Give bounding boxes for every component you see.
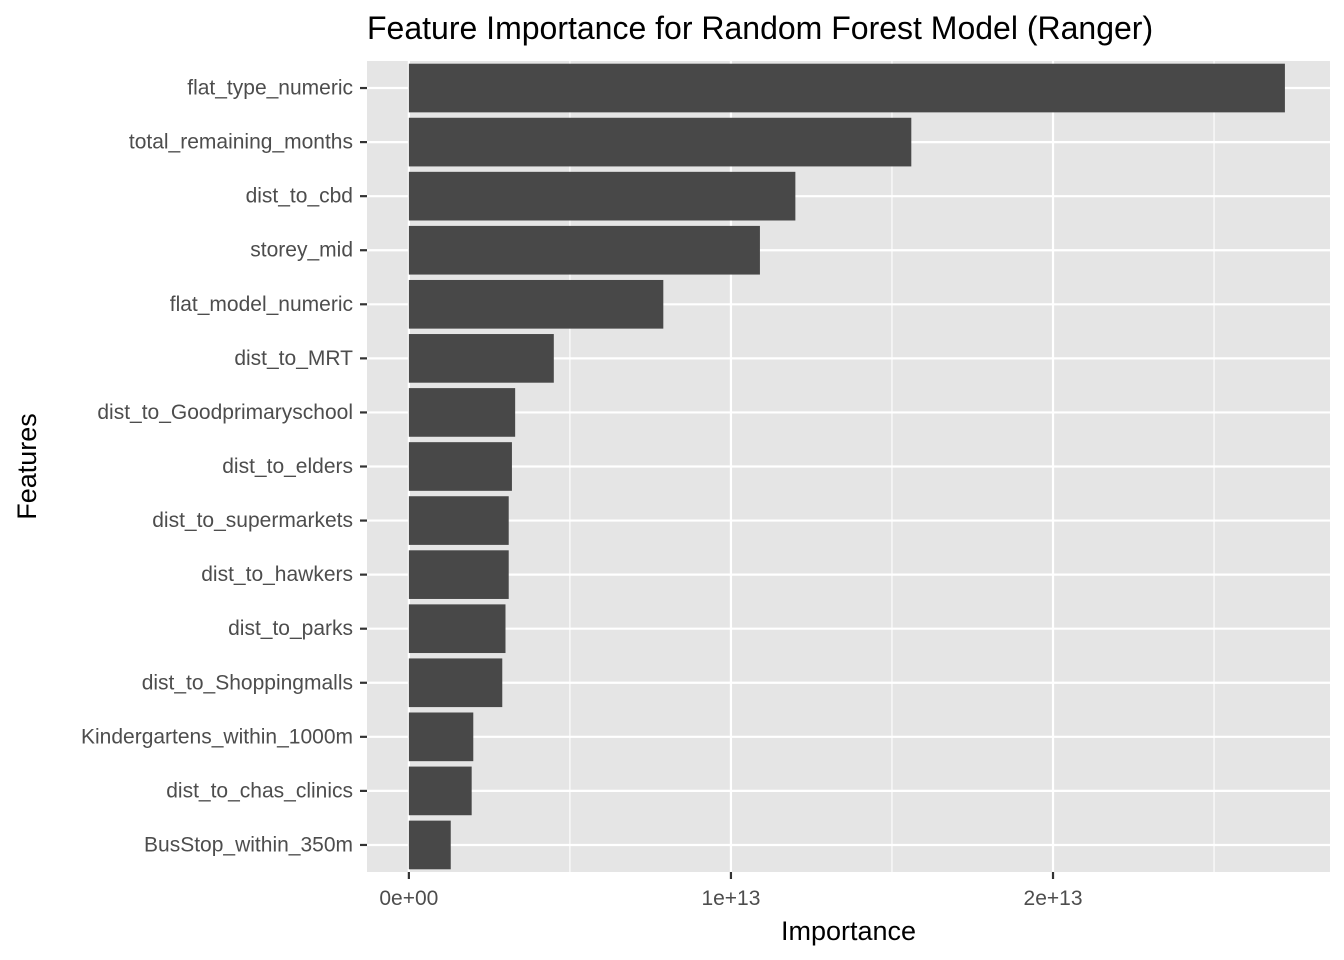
x-tick-label: 1e+13 bbox=[701, 887, 760, 910]
x-axis: 0e+00 1e+13 2e+13 bbox=[379, 872, 1083, 910]
y-tick-label: dist_to_Goodprimaryschool bbox=[97, 401, 353, 424]
bar-BusStop_within_350m bbox=[408, 820, 451, 870]
bar-Kindergartens_within_1000m bbox=[408, 712, 474, 762]
bar-dist_to_Goodprimaryschool bbox=[408, 388, 516, 437]
x-axis-title: Importance bbox=[781, 916, 916, 946]
y-tick-label: total_remaining_months bbox=[129, 131, 353, 154]
bar-dist_to_MRT bbox=[408, 334, 554, 383]
y-tick-label: flat_type_numeric bbox=[187, 77, 353, 100]
bar-dist_to_Shoppingmalls bbox=[408, 658, 503, 708]
y-tick-label: BusStop_within_350m bbox=[144, 833, 353, 856]
bar-dist_to_chas_clinics bbox=[408, 766, 472, 816]
chart-title: Feature Importance for Random Forest Mod… bbox=[367, 10, 1153, 46]
y-tick-label: dist_to_parks bbox=[228, 617, 353, 640]
y-tick-label: flat_model_numeric bbox=[170, 293, 353, 316]
y-tick-label: dist_to_MRT bbox=[234, 347, 353, 370]
y-tick-label: dist_to_cbd bbox=[246, 185, 353, 208]
y-tick-label: dist_to_Shoppingmalls bbox=[142, 671, 353, 694]
y-tick-label: dist_to_hawkers bbox=[201, 563, 353, 586]
bar-total_remaining_months bbox=[408, 117, 912, 167]
x-tick-label: 2e+13 bbox=[1024, 887, 1083, 910]
y-tick-label: dist_to_supermarkets bbox=[152, 509, 353, 532]
bars bbox=[408, 63, 1285, 870]
x-tick-label: 0e+00 bbox=[379, 887, 438, 910]
bar-flat_model_numeric bbox=[408, 279, 664, 329]
y-tick-label: Kindergartens_within_1000m bbox=[81, 725, 353, 748]
bar-dist_to_supermarkets bbox=[408, 496, 509, 545]
y-tick-label: dist_to_chas_clinics bbox=[166, 779, 353, 802]
bar-storey_mid bbox=[408, 225, 760, 275]
bar-dist_to_cbd bbox=[408, 171, 796, 221]
y-axis-title: Features bbox=[12, 413, 42, 520]
bar-flat_type_numeric bbox=[408, 63, 1285, 113]
bar-dist_to_hawkers bbox=[408, 550, 509, 599]
y-tick-label: storey_mid bbox=[250, 239, 353, 262]
bar-dist_to_elders bbox=[408, 442, 512, 491]
bar-dist_to_parks bbox=[408, 604, 506, 654]
y-tick-label: dist_to_elders bbox=[222, 455, 353, 478]
y-axis: flat_type_numeric total_remaining_monthsd… bbox=[81, 77, 367, 856]
